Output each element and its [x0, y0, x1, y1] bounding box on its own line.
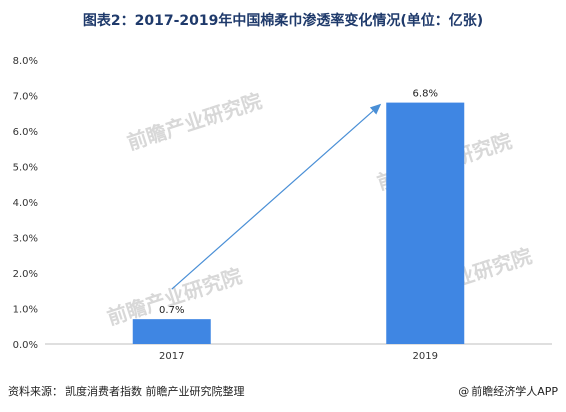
y-tick-label: 6.0%: [13, 127, 38, 138]
credit-mark: @: [458, 385, 470, 398]
y-tick-label: 2.0%: [13, 269, 38, 280]
chart-title: 图表2：2017-2019年中国棉柔巾渗透率变化情况(单位：亿张): [82, 13, 484, 29]
y-tick-label: 0.0%: [13, 340, 38, 351]
bar: [386, 102, 465, 344]
x-tick-label: 2019: [413, 351, 438, 362]
source-text: 凯度消费者指数 前瞻产业研究院整理: [65, 385, 245, 398]
data-label: 6.8%: [413, 89, 438, 100]
credit: @ 前瞻经济学人APP: [458, 383, 558, 399]
data-label: 0.7%: [159, 305, 184, 316]
y-tick-label: 3.0%: [13, 234, 38, 245]
y-tick-label: 1.0%: [13, 305, 38, 316]
watermark-text: 前瞻产业研究院: [124, 89, 265, 155]
source-line: 资料来源： 凯度消费者指数 前瞻产业研究院整理: [8, 383, 558, 399]
y-tick-label: 5.0%: [13, 163, 38, 174]
y-tick-label: 7.0%: [13, 92, 38, 103]
credit-text: 前瞻经济学人APP: [471, 385, 558, 398]
y-tick-label: 4.0%: [13, 198, 38, 209]
trend-arrow: [171, 103, 382, 290]
x-tick-label: 2017: [159, 351, 184, 362]
source-label: 资料来源：: [8, 385, 63, 398]
y-tick-label: 8.0%: [13, 56, 38, 67]
bar: [132, 319, 211, 344]
